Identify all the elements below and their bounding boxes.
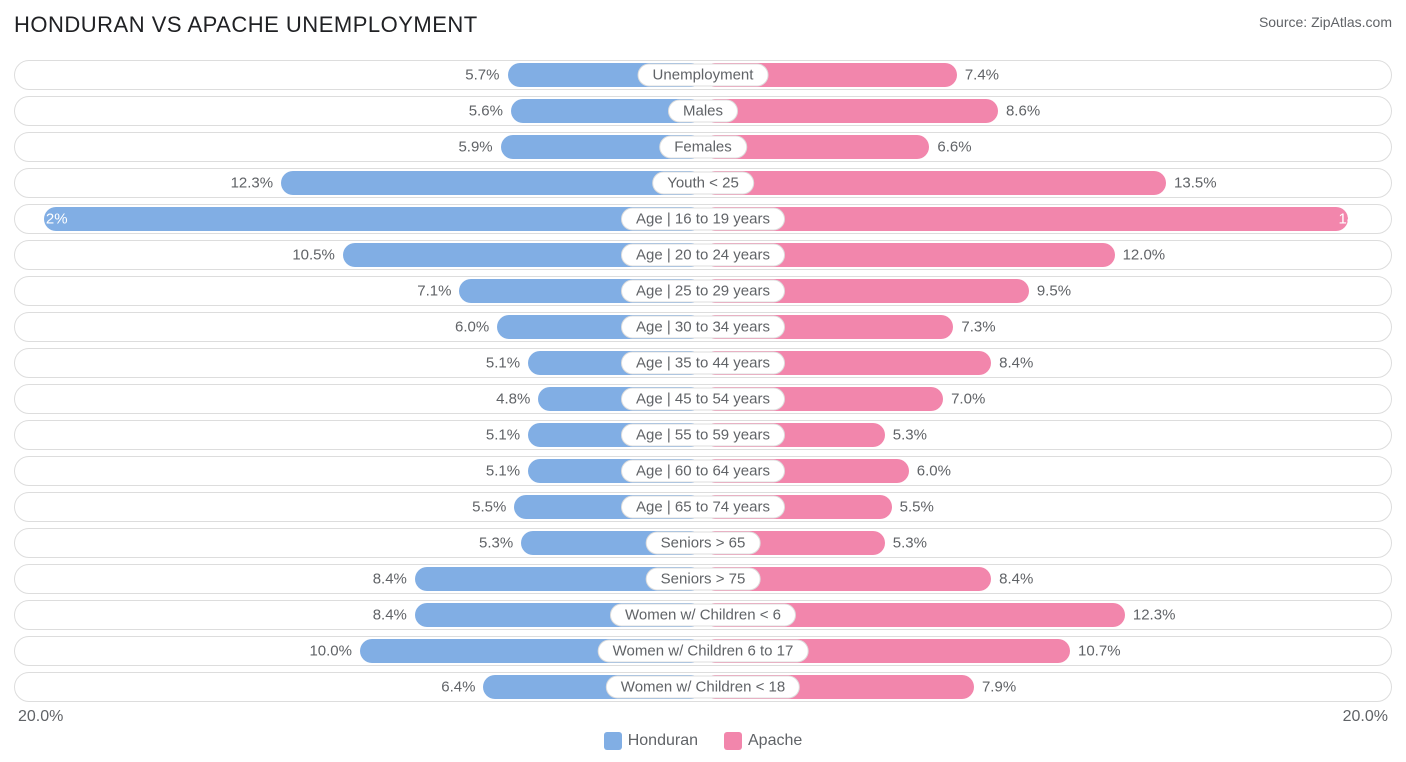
chart-source: Source: ZipAtlas.com (1259, 14, 1392, 30)
value-left: 12.3% (231, 175, 274, 192)
value-right: 7.4% (965, 67, 999, 84)
row-label: Women w/ Children < 18 (606, 676, 800, 699)
chart-row: 5.3% 5.3% Seniors > 65 (14, 528, 1392, 558)
value-left: 5.1% (486, 355, 520, 372)
chart-row: 6.0% 7.3% Age | 30 to 34 years (14, 312, 1392, 342)
value-right: 8.4% (999, 355, 1033, 372)
legend-item-left: Honduran (604, 732, 698, 750)
value-right: 6.0% (917, 463, 951, 480)
value-right: 7.9% (982, 679, 1016, 696)
chart-row: 5.1% 5.3% Age | 55 to 59 years (14, 420, 1392, 450)
value-left: 8.4% (373, 571, 407, 588)
legend-item-right: Apache (724, 732, 802, 750)
value-right: 12.0% (1123, 247, 1166, 264)
row-label: Age | 65 to 74 years (621, 496, 785, 519)
bar-right (703, 171, 1166, 195)
value-right: 5.3% (893, 427, 927, 444)
axis-right-label: 20.0% (1343, 708, 1388, 726)
row-label: Seniors > 65 (646, 532, 761, 555)
value-right: 7.3% (961, 319, 995, 336)
chart-header: HONDURAN VS APACHE UNEMPLOYMENT Source: … (14, 12, 1392, 38)
chart-row: 5.7% 7.4% Unemployment (14, 60, 1392, 90)
bar-left (44, 207, 703, 231)
legend-swatch-right (724, 732, 742, 750)
chart-row: 7.1% 9.5% Age | 25 to 29 years (14, 276, 1392, 306)
x-axis: 20.0% 20.0% (14, 708, 1392, 726)
value-left: 6.4% (441, 679, 475, 696)
chart-row: 8.4% 12.3% Women w/ Children < 6 (14, 600, 1392, 630)
chart-row: 10.0% 10.7% Women w/ Children 6 to 17 (14, 636, 1392, 666)
value-right: 13.5% (1174, 175, 1217, 192)
value-right: 8.6% (1006, 103, 1040, 120)
chart-row: 8.4% 8.4% Seniors > 75 (14, 564, 1392, 594)
diverging-bar-chart: 5.7% 7.4% Unemployment 5.6% 8.6% Males 5.9% 6.6… (14, 60, 1392, 702)
row-label: Unemployment (638, 64, 769, 87)
value-left: 5.5% (472, 499, 506, 516)
chart-row: 5.1% 8.4% Age | 35 to 44 years (14, 348, 1392, 378)
bar-right (703, 99, 998, 123)
value-left: 5.9% (458, 139, 492, 156)
value-right: 5.3% (893, 535, 927, 552)
value-left: 5.6% (469, 103, 503, 120)
value-left: 5.7% (465, 67, 499, 84)
value-right: 9.5% (1037, 283, 1071, 300)
value-left: 10.0% (309, 643, 352, 660)
value-left: 19.2% (25, 211, 68, 228)
row-label: Age | 25 to 29 years (621, 280, 785, 303)
value-left: 10.5% (292, 247, 335, 264)
chart-row: 10.5% 12.0% Age | 20 to 24 years (14, 240, 1392, 270)
bar-left (281, 171, 703, 195)
value-left: 6.0% (455, 319, 489, 336)
value-right: 8.4% (999, 571, 1033, 588)
chart-row: 5.1% 6.0% Age | 60 to 64 years (14, 456, 1392, 486)
legend: Honduran Apache (14, 732, 1392, 750)
chart-row: 5.6% 8.6% Males (14, 96, 1392, 126)
row-label: Age | 45 to 54 years (621, 388, 785, 411)
row-label: Age | 16 to 19 years (621, 208, 785, 231)
chart-row: 5.9% 6.6% Females (14, 132, 1392, 162)
row-label: Youth < 25 (652, 172, 754, 195)
row-label: Age | 60 to 64 years (621, 460, 785, 483)
row-label: Women w/ Children 6 to 17 (598, 640, 809, 663)
value-right: 10.7% (1078, 643, 1121, 660)
value-right: 12.3% (1133, 607, 1176, 624)
row-label: Women w/ Children < 6 (610, 604, 796, 627)
legend-label-right: Apache (748, 732, 802, 750)
chart-row: 19.2% 18.8% Age | 16 to 19 years (14, 204, 1392, 234)
value-left: 5.3% (479, 535, 513, 552)
value-right: 18.8% (1338, 211, 1381, 228)
row-label: Age | 20 to 24 years (621, 244, 785, 267)
value-left: 7.1% (417, 283, 451, 300)
axis-left-label: 20.0% (18, 708, 63, 726)
chart-row: 4.8% 7.0% Age | 45 to 54 years (14, 384, 1392, 414)
value-left: 5.1% (486, 427, 520, 444)
legend-swatch-left (604, 732, 622, 750)
row-label: Seniors > 75 (646, 568, 761, 591)
value-left: 5.1% (486, 463, 520, 480)
chart-row: 5.5% 5.5% Age | 65 to 74 years (14, 492, 1392, 522)
chart-row: 12.3% 13.5% Youth < 25 (14, 168, 1392, 198)
row-label: Age | 35 to 44 years (621, 352, 785, 375)
value-left: 8.4% (373, 607, 407, 624)
value-right: 5.5% (900, 499, 934, 516)
row-label: Males (668, 100, 738, 123)
row-label: Age | 30 to 34 years (621, 316, 785, 339)
row-label: Age | 55 to 59 years (621, 424, 785, 447)
chart-title: HONDURAN VS APACHE UNEMPLOYMENT (14, 12, 478, 38)
value-left: 4.8% (496, 391, 530, 408)
value-right: 7.0% (951, 391, 985, 408)
row-label: Females (659, 136, 747, 159)
chart-row: 6.4% 7.9% Women w/ Children < 18 (14, 672, 1392, 702)
legend-label-left: Honduran (628, 732, 698, 750)
bar-right (703, 207, 1348, 231)
value-right: 6.6% (937, 139, 971, 156)
